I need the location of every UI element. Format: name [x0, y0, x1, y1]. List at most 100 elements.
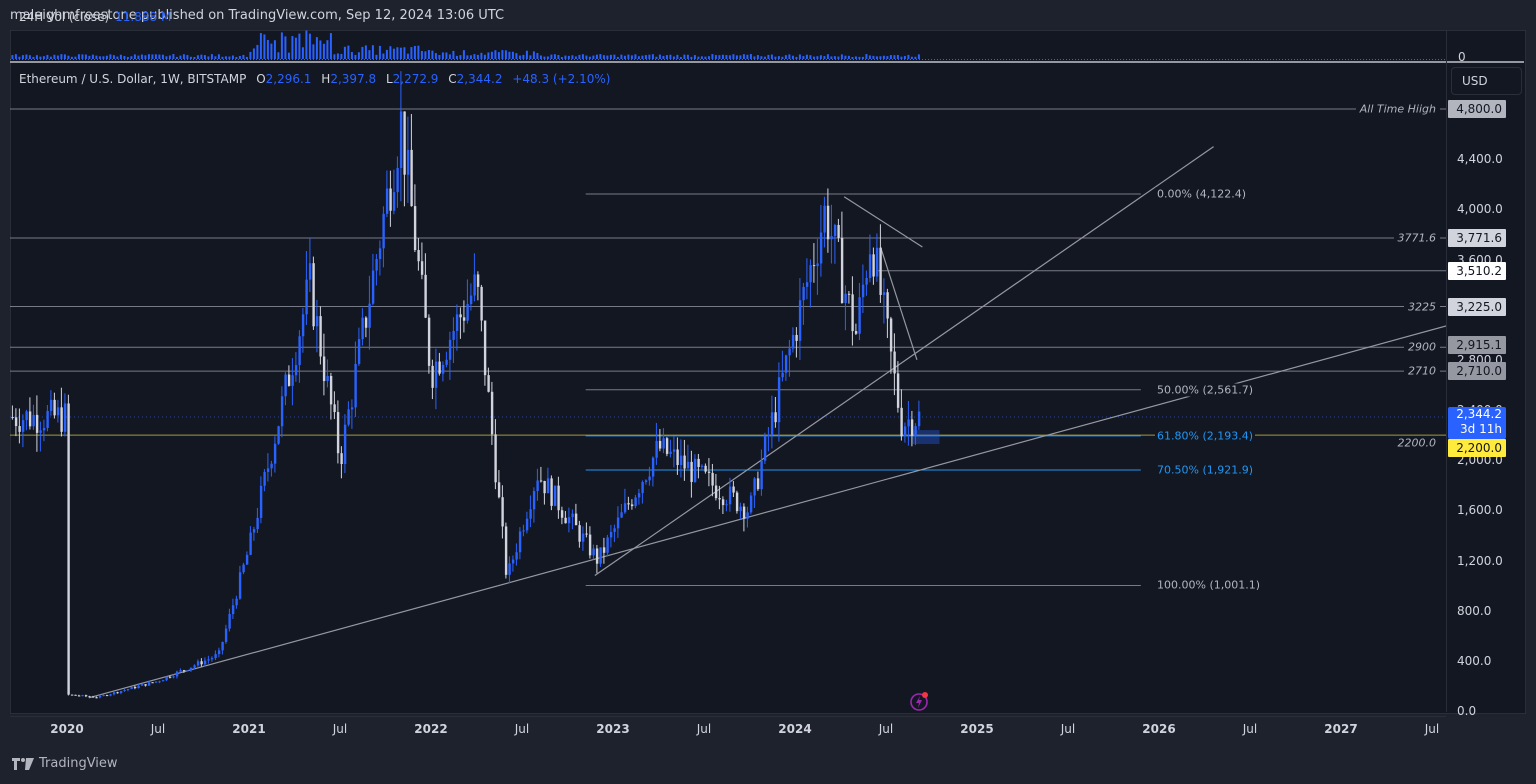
time-tick: Jul [1424, 722, 1440, 736]
candle-body [658, 440, 662, 449]
volume-bar [221, 56, 224, 59]
candle-body [322, 356, 326, 382]
candle-body [886, 292, 889, 319]
candle-body [221, 641, 224, 651]
volume-bar [81, 54, 84, 59]
volume-bar [371, 45, 374, 59]
candle-body [753, 478, 756, 496]
candle-body [277, 426, 280, 444]
candle-body [746, 512, 749, 519]
volume-bar [95, 55, 98, 59]
volume-bar [259, 33, 262, 59]
candle-body [823, 205, 826, 233]
candle-body [721, 499, 725, 506]
candle-body [308, 263, 312, 280]
volume-bar [462, 50, 465, 59]
candle-body [207, 659, 210, 661]
volume-bar [158, 54, 161, 59]
candle-body [452, 330, 455, 340]
candle-body [235, 598, 238, 606]
symbol-title[interactable]: Ethereum / U.S. Dollar, 1W, BITSTAMP [19, 72, 247, 86]
candle-body [522, 530, 525, 532]
lightning-alert-icon[interactable] [908, 690, 930, 712]
volume-bar [137, 55, 140, 59]
time-tick: 2022 [414, 722, 448, 736]
volume-bar [669, 54, 672, 59]
candle-body [893, 351, 896, 374]
candle-body [21, 420, 25, 432]
volume-bar [567, 55, 570, 59]
candle-body [595, 548, 599, 564]
candle-body [224, 628, 228, 642]
volume-bar [203, 55, 206, 59]
volume-bar [263, 34, 266, 59]
candle-body [336, 412, 340, 454]
currency-button[interactable]: USD [1451, 67, 1522, 95]
volume-bar [728, 55, 731, 59]
candle-body [340, 453, 343, 465]
volume-bar [354, 54, 357, 59]
candle-body [67, 403, 70, 695]
volume-bar [760, 56, 763, 59]
candle-body [868, 254, 872, 278]
volume-bar [546, 56, 549, 59]
volume-bar [329, 33, 332, 59]
candle-body [144, 684, 147, 686]
tradingview-brand[interactable]: TradingView [12, 756, 118, 771]
time-tick: 2025 [960, 722, 994, 736]
volume-bar [18, 56, 21, 59]
candle-body [833, 224, 837, 237]
price-level-tag: 3,771.6 [1448, 228, 1506, 247]
volume-bar [749, 54, 752, 59]
volume-bar [375, 54, 378, 59]
volume-bar [434, 53, 437, 59]
candle-body [627, 503, 630, 505]
candle-body [245, 554, 249, 565]
price-chart[interactable] [10, 30, 1446, 716]
volume-bar [21, 55, 24, 59]
candle-body [917, 411, 921, 427]
volume-bar [336, 53, 339, 59]
volume-bar [151, 54, 154, 59]
time-axis[interactable] [10, 716, 1446, 743]
price-level-tag: 3,510.2 [1448, 261, 1506, 280]
volume-bar [77, 54, 80, 59]
candle-body [242, 564, 245, 573]
volume-bar [266, 39, 269, 59]
volume-bar [847, 55, 850, 59]
candle-body [294, 365, 298, 376]
volume-bar [144, 55, 147, 59]
volume-bar [123, 55, 126, 59]
candle-body [690, 461, 693, 482]
close-value: 2,344.2 [456, 72, 503, 86]
volume-bar [424, 51, 427, 59]
price-level-tag: 2,710.0 [1448, 362, 1506, 381]
candle-body [112, 692, 116, 695]
candle-body [140, 684, 144, 686]
candle-body [616, 517, 620, 529]
volume-bar [63, 54, 66, 59]
volume-bar [466, 55, 469, 59]
candle-body [214, 654, 217, 659]
volume-bar [308, 33, 311, 59]
candle-body [147, 682, 151, 686]
time-tick: 2026 [1142, 722, 1176, 736]
candle-body [756, 478, 760, 490]
candle-body [105, 695, 109, 697]
price-axis[interactable] [1446, 30, 1526, 712]
candle-body [98, 695, 102, 698]
level-label: 2710 [1404, 364, 1440, 378]
candle-body [469, 295, 473, 305]
candle-body [186, 670, 189, 672]
volume-bar [665, 55, 668, 59]
volume-bar [497, 52, 500, 59]
candle-body [669, 451, 672, 454]
pane-separator[interactable] [10, 61, 1524, 63]
volume-bar [735, 55, 738, 59]
volume-bar [392, 48, 395, 59]
volume-bar [809, 55, 812, 59]
volume-bar [777, 56, 780, 59]
candle-body [347, 409, 350, 425]
candle-body [644, 480, 648, 483]
candle-body [532, 491, 536, 510]
